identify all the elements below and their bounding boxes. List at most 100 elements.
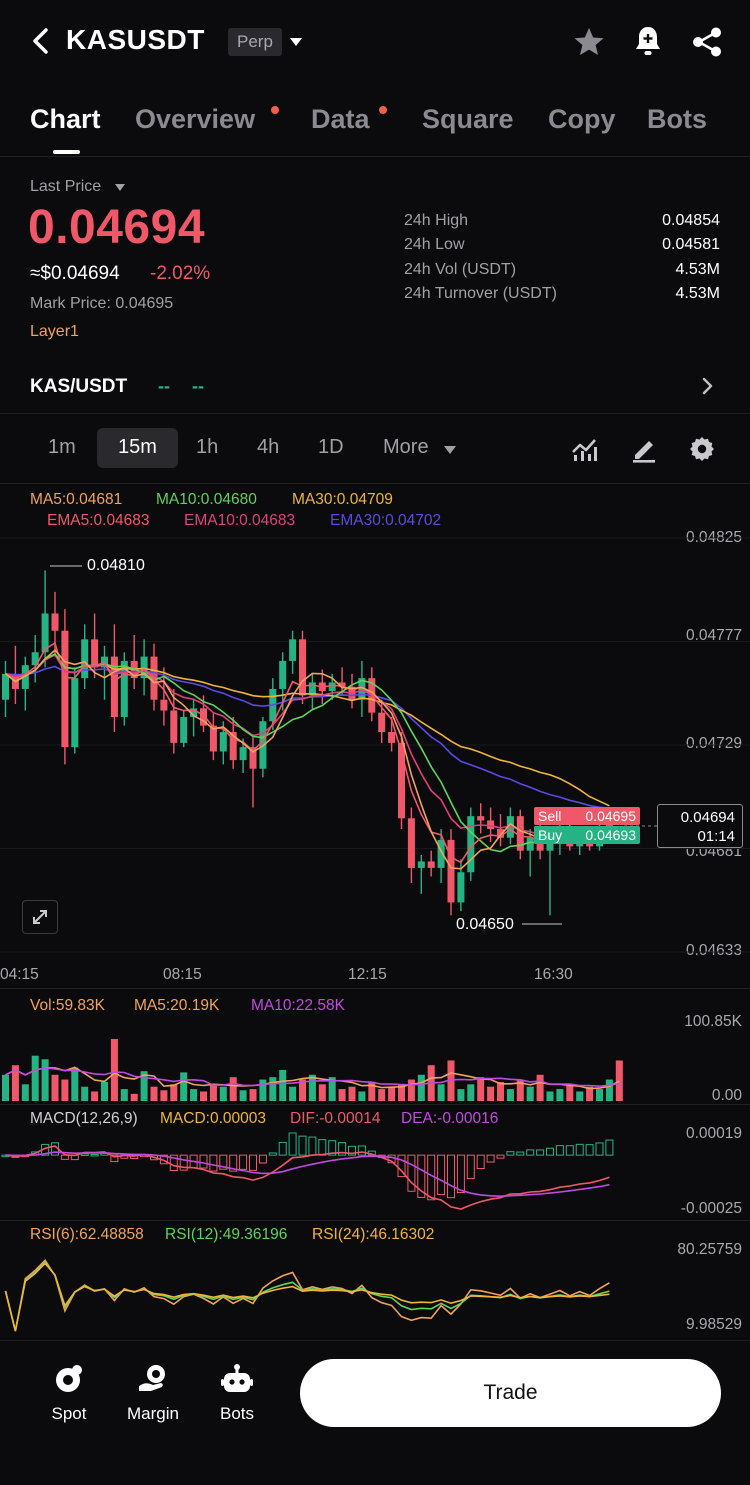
candle-body <box>219 732 227 752</box>
symbol-title[interactable]: KASUSDT <box>66 24 205 55</box>
candle-body <box>21 665 29 689</box>
volume-ma10-line <box>5 1067 620 1088</box>
volume-bar <box>308 1074 316 1101</box>
candle-body <box>61 630 69 748</box>
macd-axis-top: 0.00019 <box>685 1125 742 1142</box>
buy-price-tag[interactable]: Buy 0.04693 <box>534 826 640 844</box>
volume-bar <box>516 1079 524 1101</box>
tab-bots[interactable]: Bots <box>647 104 707 134</box>
candle-body <box>110 656 118 717</box>
nav-bots[interactable]: Bots <box>197 1362 277 1424</box>
volume-bar <box>457 1089 465 1101</box>
legend-macd: MACD:0.00003 <box>160 1110 266 1127</box>
ema5-line <box>5 641 610 864</box>
margin-icon <box>139 1365 165 1391</box>
volume-bar <box>140 1071 148 1101</box>
last-price-label[interactable]: Last Price <box>30 178 102 195</box>
tab-data[interactable]: Data <box>311 104 370 134</box>
favorite-star-icon[interactable] <box>572 25 606 59</box>
volume-bar <box>417 1074 425 1101</box>
ma5-line <box>5 648 610 870</box>
interval-more[interactable]: More <box>383 436 429 458</box>
macd-histogram-bar <box>288 1132 297 1156</box>
indicator-chart-icon[interactable] <box>570 435 598 463</box>
candle-body <box>209 725 217 752</box>
tab-square[interactable]: Square <box>422 104 514 134</box>
pair-name[interactable]: KAS/USDT <box>30 376 128 397</box>
divider <box>0 413 750 414</box>
tab-chart[interactable]: Chart <box>30 104 101 134</box>
stat-value-24h-turnover: 4.53M <box>675 285 720 302</box>
category-tag[interactable]: Layer1 <box>30 323 79 340</box>
candle-body <box>190 708 198 717</box>
candle-body <box>81 639 89 679</box>
caret-down-icon[interactable] <box>115 184 125 191</box>
macd-histogram-bar <box>258 1154 267 1164</box>
drawing-pencil-icon[interactable] <box>630 435 658 463</box>
chevron-right-icon[interactable] <box>700 377 714 395</box>
volume-bar <box>388 1086 396 1101</box>
legend-ma5: MA5:0.04681 <box>30 491 123 508</box>
candle-body <box>229 732 237 761</box>
share-icon[interactable] <box>690 25 724 59</box>
volume-bar <box>239 1090 247 1101</box>
candle-body <box>299 639 306 696</box>
macd-histogram-bar <box>565 1145 574 1156</box>
volume-bar <box>289 1086 297 1101</box>
candle-body <box>200 708 207 726</box>
candle-body <box>546 842 554 851</box>
nav-margin[interactable]: Margin <box>113 1362 193 1424</box>
legend-ema30: EMA30:0.04702 <box>330 512 442 529</box>
divider <box>0 156 750 157</box>
macd-histogram-bar <box>575 1143 584 1156</box>
sell-price-tag[interactable]: Sell 0.04695 <box>534 807 640 825</box>
volume-bar <box>467 1084 475 1101</box>
volume-bar <box>150 1086 158 1101</box>
volume-bar <box>81 1086 89 1101</box>
macd-histogram-bar <box>318 1139 327 1156</box>
caret-down-icon[interactable] <box>289 37 303 47</box>
volume-bar <box>358 1091 366 1101</box>
volume-bar <box>368 1081 376 1101</box>
tab-copy[interactable]: Copy <box>548 104 616 134</box>
interval-1h[interactable]: 1h <box>196 436 219 458</box>
macd-chart <box>1 1132 614 1210</box>
contract-type-badge[interactable]: Perp <box>228 28 282 56</box>
candle-body <box>457 872 465 903</box>
macd-histogram-bar <box>486 1154 495 1163</box>
interval-15m[interactable]: 15m <box>118 436 157 458</box>
nav-spot[interactable]: Spot <box>29 1362 109 1424</box>
macd-histogram-bar <box>80 1153 89 1156</box>
candle-body <box>180 716 188 743</box>
volume-bar <box>378 1089 386 1101</box>
candle-body <box>516 816 524 851</box>
bot-robot-icon <box>221 1364 253 1392</box>
back-arrow-icon[interactable] <box>26 24 56 58</box>
macd-histogram-bar <box>229 1154 238 1172</box>
caret-down-icon[interactable] <box>444 446 456 454</box>
candle-body <box>417 861 425 868</box>
volume-bar <box>21 1084 29 1101</box>
tab-overview[interactable]: Overview <box>135 104 256 134</box>
legend-dif: DIF:-0.00014 <box>290 1110 381 1127</box>
interval-1d[interactable]: 1D <box>318 436 344 458</box>
notification-dot <box>379 106 387 114</box>
expand-fullscreen-icon[interactable] <box>22 900 58 934</box>
settings-gear-icon[interactable] <box>688 435 716 463</box>
interval-active-background <box>97 428 178 468</box>
price-alert-bell-icon[interactable] <box>632 24 664 58</box>
macd-histogram-bar <box>338 1142 347 1156</box>
interval-1m[interactable]: 1m <box>48 436 76 458</box>
trade-button[interactable]: Trade <box>300 1359 721 1427</box>
mark-price: Mark Price: 0.04695 <box>30 295 174 312</box>
macd-histogram-bar <box>90 1153 99 1157</box>
interval-4h[interactable]: 4h <box>257 436 280 458</box>
x-axis-label: 16:30 <box>534 966 573 983</box>
volume-axis-bottom: 0.00 <box>711 1087 742 1104</box>
volume-bar <box>91 1091 99 1101</box>
ema10-line <box>5 653 610 841</box>
notification-dot <box>271 106 279 114</box>
candlestick-chart[interactable] <box>0 530 750 960</box>
high-price-annotation: 0.04810 <box>87 557 145 574</box>
volume-bar <box>200 1091 207 1101</box>
